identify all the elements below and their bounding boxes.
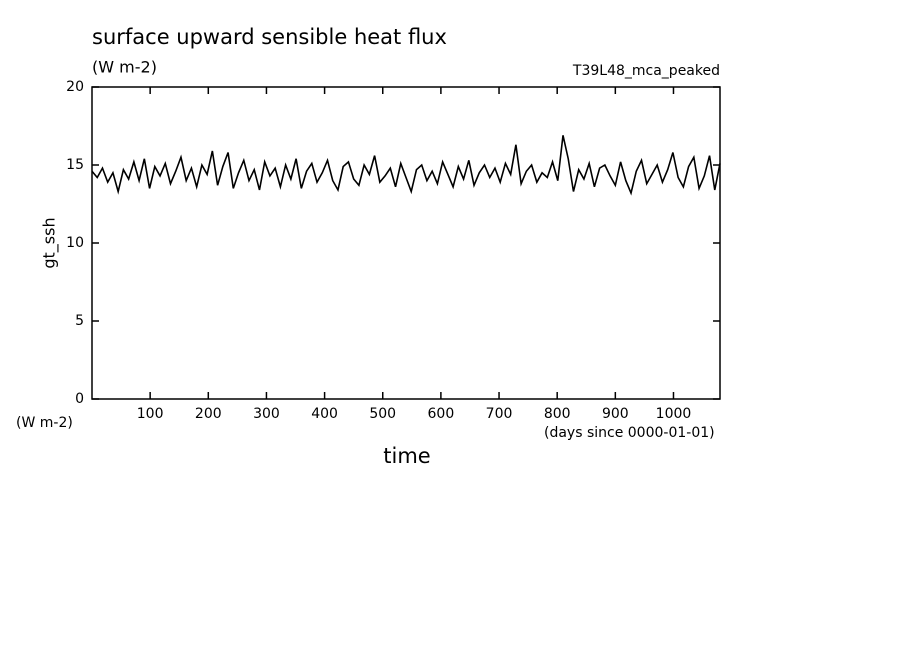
plot-frame bbox=[91, 86, 721, 400]
y-tick-label: 0 bbox=[75, 391, 84, 407]
x-tick-label: 400 bbox=[311, 406, 338, 422]
annotation: T39L48_mca_peaked bbox=[572, 63, 720, 79]
x-tick-label: 500 bbox=[369, 406, 396, 422]
y-axis-label: gt_ssh bbox=[40, 217, 60, 268]
x-tick-label: 1000 bbox=[656, 406, 692, 422]
y-tick-label: 20 bbox=[66, 79, 84, 95]
chart-title: surface upward sensible heat flux bbox=[92, 25, 447, 49]
data-line bbox=[91, 135, 721, 196]
x-tick-label: 800 bbox=[544, 406, 571, 422]
x-tick-label: 200 bbox=[195, 406, 222, 422]
x-tick-label: 700 bbox=[486, 406, 513, 422]
x-tick-label: 300 bbox=[253, 406, 280, 422]
x-tick-label: 900 bbox=[602, 406, 629, 422]
y-unit: (W m-2) bbox=[16, 415, 73, 431]
x-unit: (days since 0000-01-01) bbox=[544, 425, 715, 441]
x-tick-label: 100 bbox=[137, 406, 164, 422]
x-axis-label: time bbox=[383, 444, 430, 468]
y-tick-label: 5 bbox=[75, 313, 84, 329]
y-tick-label: 15 bbox=[66, 157, 84, 173]
x-tick-label: 600 bbox=[428, 406, 455, 422]
y-tick-label: 10 bbox=[66, 235, 84, 251]
chart-subtitle: (W m-2) bbox=[92, 58, 157, 77]
